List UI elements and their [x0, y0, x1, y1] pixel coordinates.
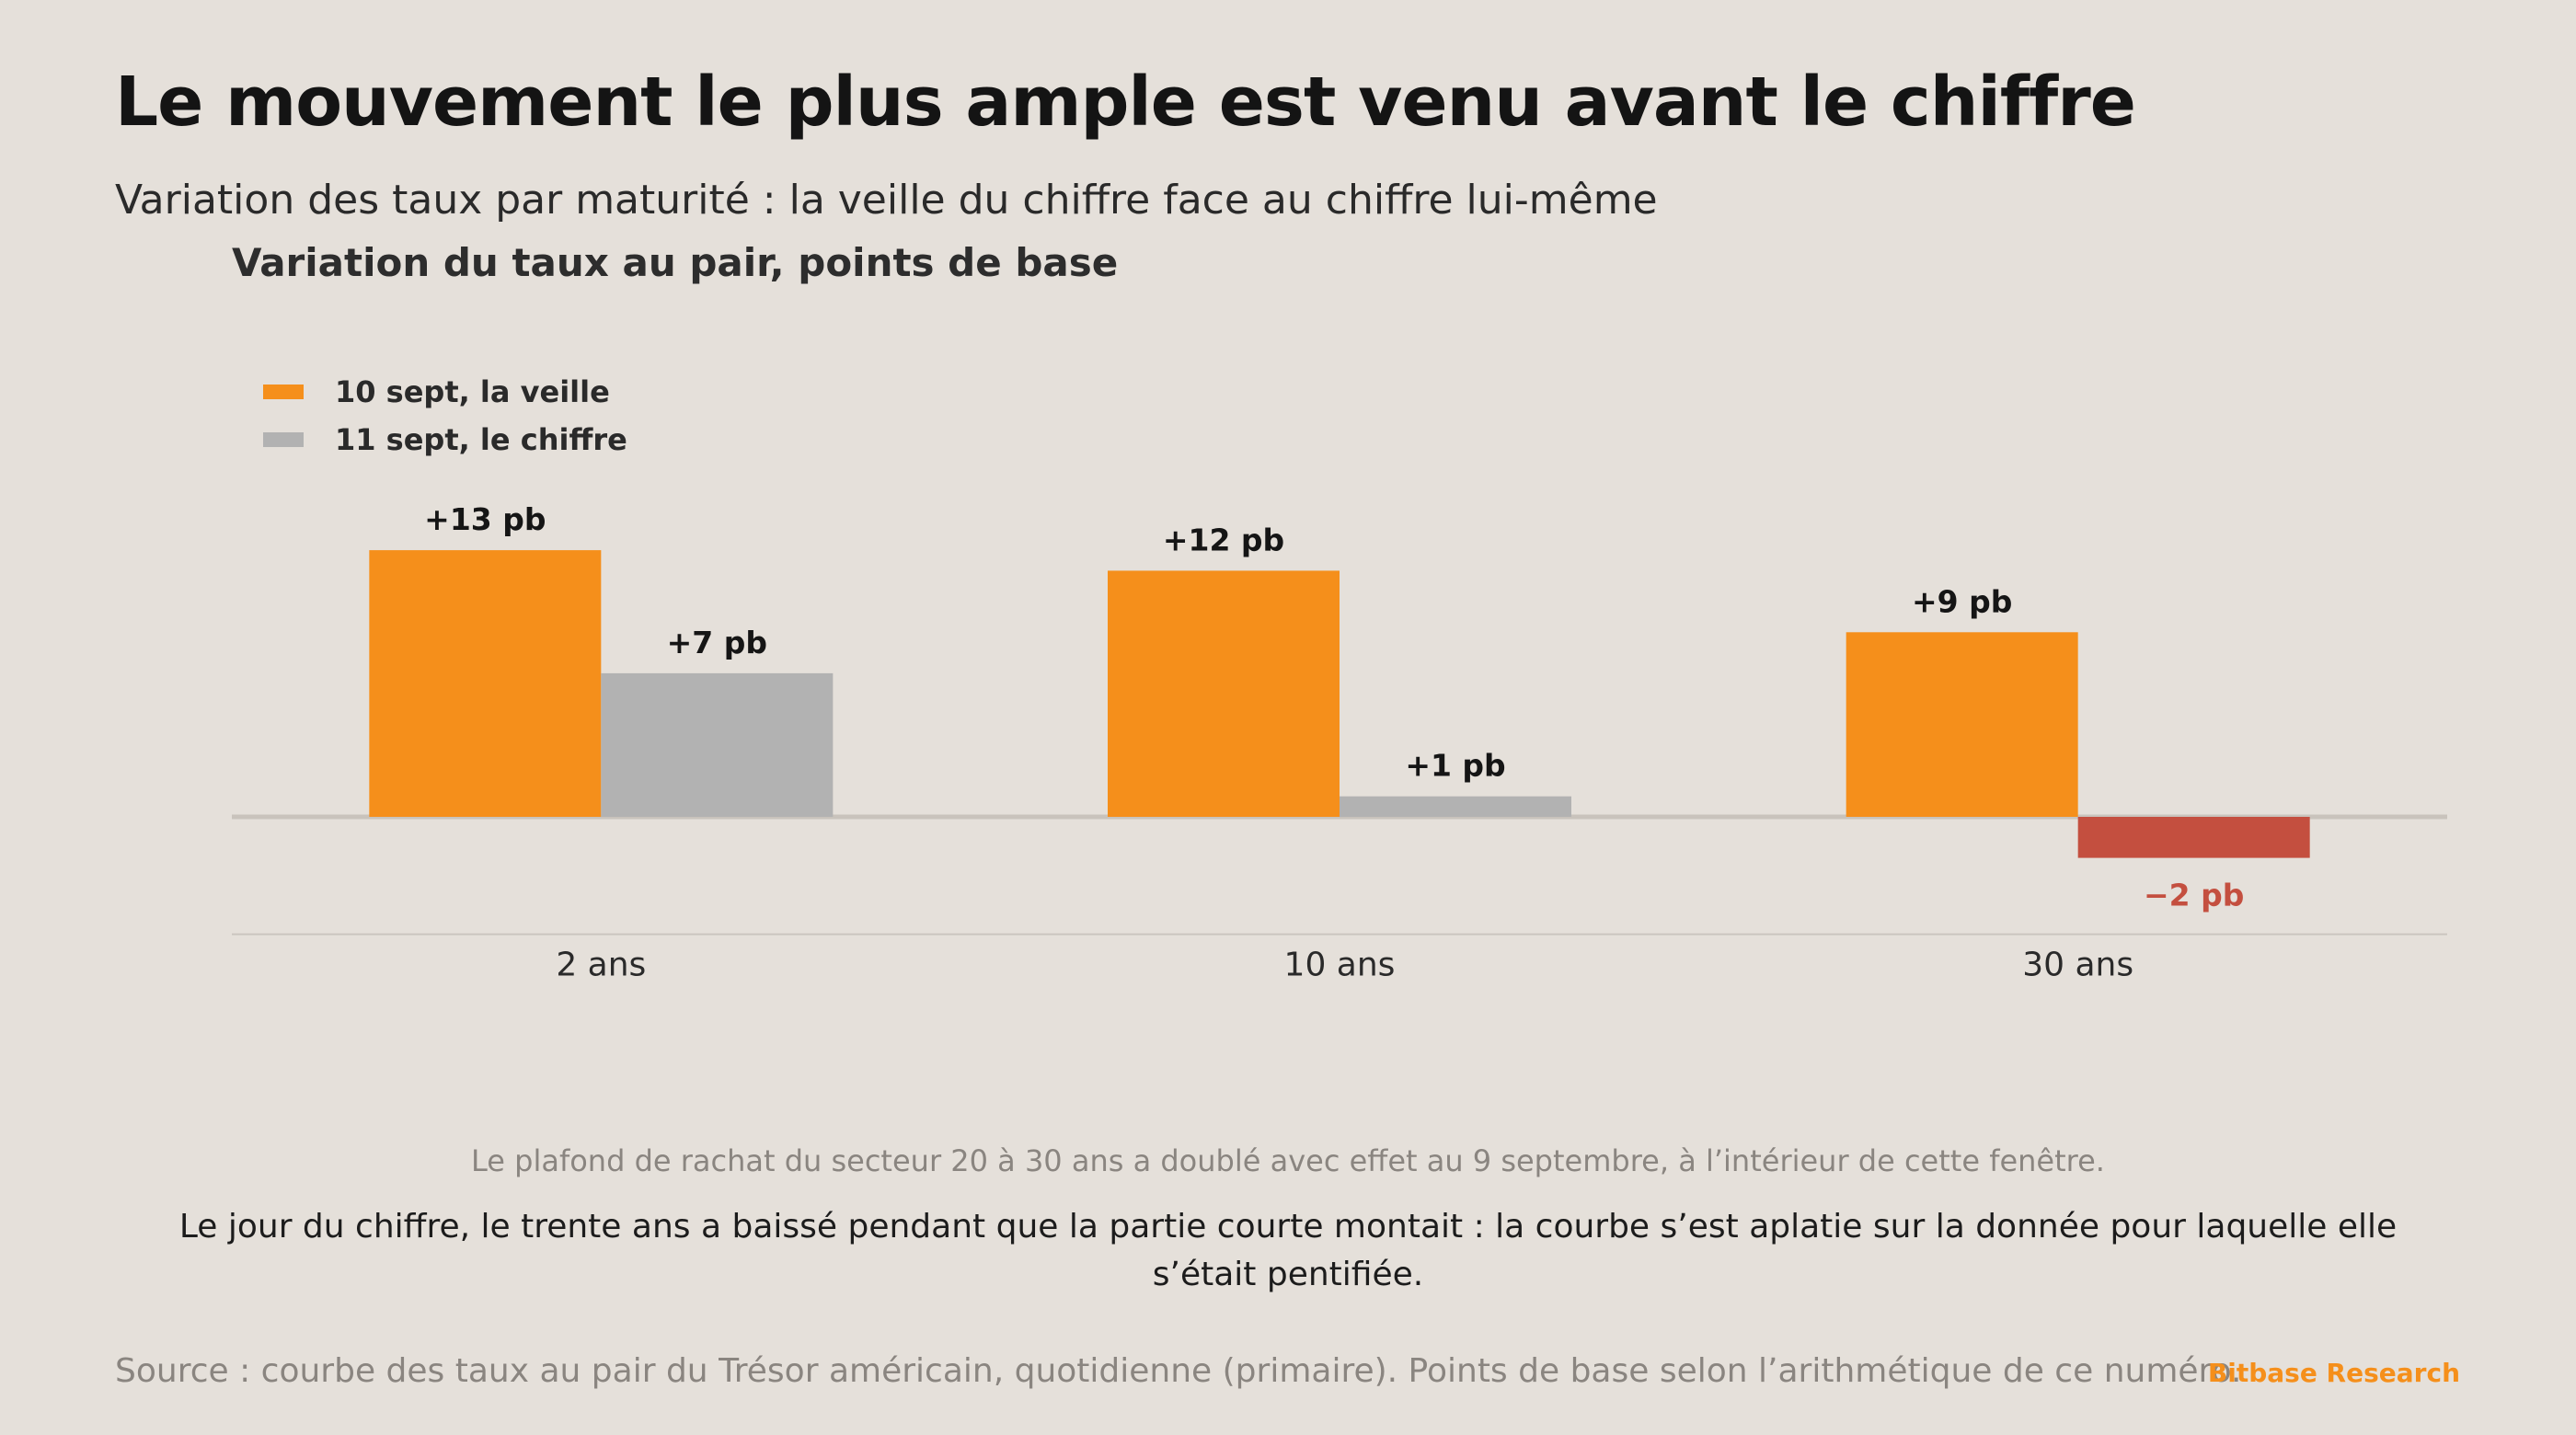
bar-veille-3: [1846, 632, 2078, 817]
legend: 10 sept, la veille 11 sept, le chiffre: [263, 368, 627, 464]
source-note: Source : courbe des taux au pair du Trés…: [115, 1352, 2242, 1390]
bar-chiffre-3: [2077, 817, 2310, 858]
brand-label: Bitbase Research: [2207, 1358, 2460, 1388]
chart-subtitle: Variation des taux par maturité : la vei…: [115, 177, 1658, 224]
chart-title: Le mouvement le plus ample est venu avan…: [115, 63, 2136, 142]
x-tick-label-1: 2 ans: [556, 947, 646, 984]
legend-label-chiffre: 11 sept, le chiffre: [335, 422, 627, 457]
y-axis-title: Variation du taux au pair, points de bas…: [232, 240, 1119, 285]
legend-swatch-chiffre: [263, 432, 304, 447]
x-tick-label-2: 10 ans: [1284, 947, 1396, 984]
bar-chiffre-2: [1340, 796, 1571, 817]
chart-takeaway: Le jour du chiffre, le trente ans a bais…: [178, 1208, 2398, 1293]
legend-label-veille: 10 sept, la veille: [335, 374, 610, 409]
bar-veille-2: [1108, 570, 1340, 817]
data-label-chiffre-2: +1 pb: [1405, 748, 1505, 784]
data-label-chiffre-1: +7 pb: [667, 625, 767, 660]
bar-chart: +13 pb +7 pb 2 ans +12 pb +1 pb 10 ans +9 pb −2…: [232, 501, 2447, 984]
chart-note: Le plafond de rachat du secteur 20 à 30 …: [471, 1143, 2105, 1178]
x-tick-label-3: 30 ans: [2022, 947, 2133, 984]
data-label-veille-2: +12 pb: [1163, 522, 1284, 557]
legend-item-chiffre: 11 sept, le chiffre: [263, 416, 627, 464]
legend-swatch-veille: [263, 385, 304, 399]
legend-item-veille: 10 sept, la veille: [263, 368, 627, 416]
data-label-veille-3: +9 pb: [1912, 583, 2012, 619]
data-label-chiffre-3: −2 pb: [2144, 878, 2244, 913]
bar-chiffre-1: [601, 672, 834, 817]
data-label-veille-1: +13 pb: [424, 501, 546, 537]
bar-veille-1: [369, 550, 602, 817]
